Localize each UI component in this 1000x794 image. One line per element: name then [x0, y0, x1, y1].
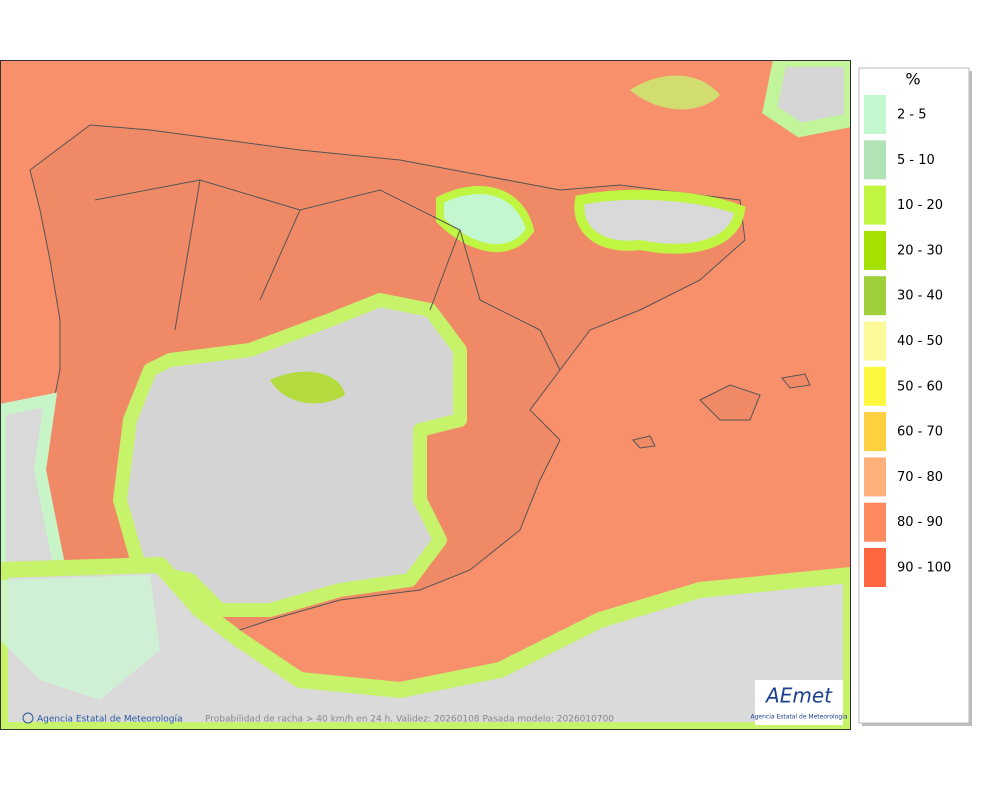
legend-label: 90 - 100	[897, 561, 951, 576]
region-borders	[94, 179, 561, 371]
legend-label: 10 - 20	[897, 198, 943, 213]
legend-swatch	[864, 276, 886, 316]
map: Agencia Estatal de Meteorología Probabil…	[0, 60, 851, 730]
wind-patch	[436, 186, 535, 252]
france-land	[762, 60, 851, 138]
legend-swatch	[864, 502, 886, 542]
legend-label: 70 - 80	[897, 470, 943, 485]
legend-label: 30 - 40	[897, 289, 943, 304]
island	[781, 373, 811, 389]
logo-name: AEmet	[764, 684, 833, 708]
africa	[0, 557, 851, 730]
legend-swatch	[864, 548, 886, 587]
legend-label: 50 - 60	[897, 379, 943, 394]
legend-label: 80 - 90	[897, 515, 943, 530]
legend-label: 60 - 70	[897, 425, 943, 440]
legend-swatch	[864, 230, 886, 270]
legend-swatch	[864, 140, 886, 180]
legend-label: 2 - 5	[897, 108, 927, 123]
legend-swatch	[864, 321, 886, 361]
legend-swatch	[864, 185, 886, 225]
legend: % 2 - 5 5 - 10 10 - 20 20 - 30 30 - 40 40 - 5…	[858, 67, 972, 726]
legend-swatch	[864, 412, 886, 452]
wind-patch	[574, 189, 746, 254]
legend-swatch	[864, 95, 886, 134]
wind-patch	[630, 75, 720, 110]
logo-subtitle: Agencia Estatal de Meteorología	[751, 714, 848, 721]
portugal-coast	[0, 392, 68, 587]
wind-patch	[0, 575, 160, 700]
legend-title: %	[905, 70, 920, 89]
legend-label: 40 - 50	[897, 334, 943, 349]
island	[632, 435, 656, 449]
legend-swatch	[864, 366, 886, 406]
legend-swatch	[864, 457, 886, 497]
legend-label: 5 - 10	[897, 153, 935, 168]
low-probability-area	[113, 293, 467, 617]
wind-patch	[270, 371, 345, 404]
legend-label: 20 - 30	[897, 243, 943, 258]
map-frame	[0, 60, 851, 730]
island	[699, 384, 761, 421]
credit: Agencia Estatal de Meteorología	[37, 715, 183, 725]
caption: Probabilidad de racha > 40 km/h en 24 h.…	[205, 715, 614, 725]
logo-box	[755, 680, 843, 725]
copyright-icon	[22, 712, 34, 724]
